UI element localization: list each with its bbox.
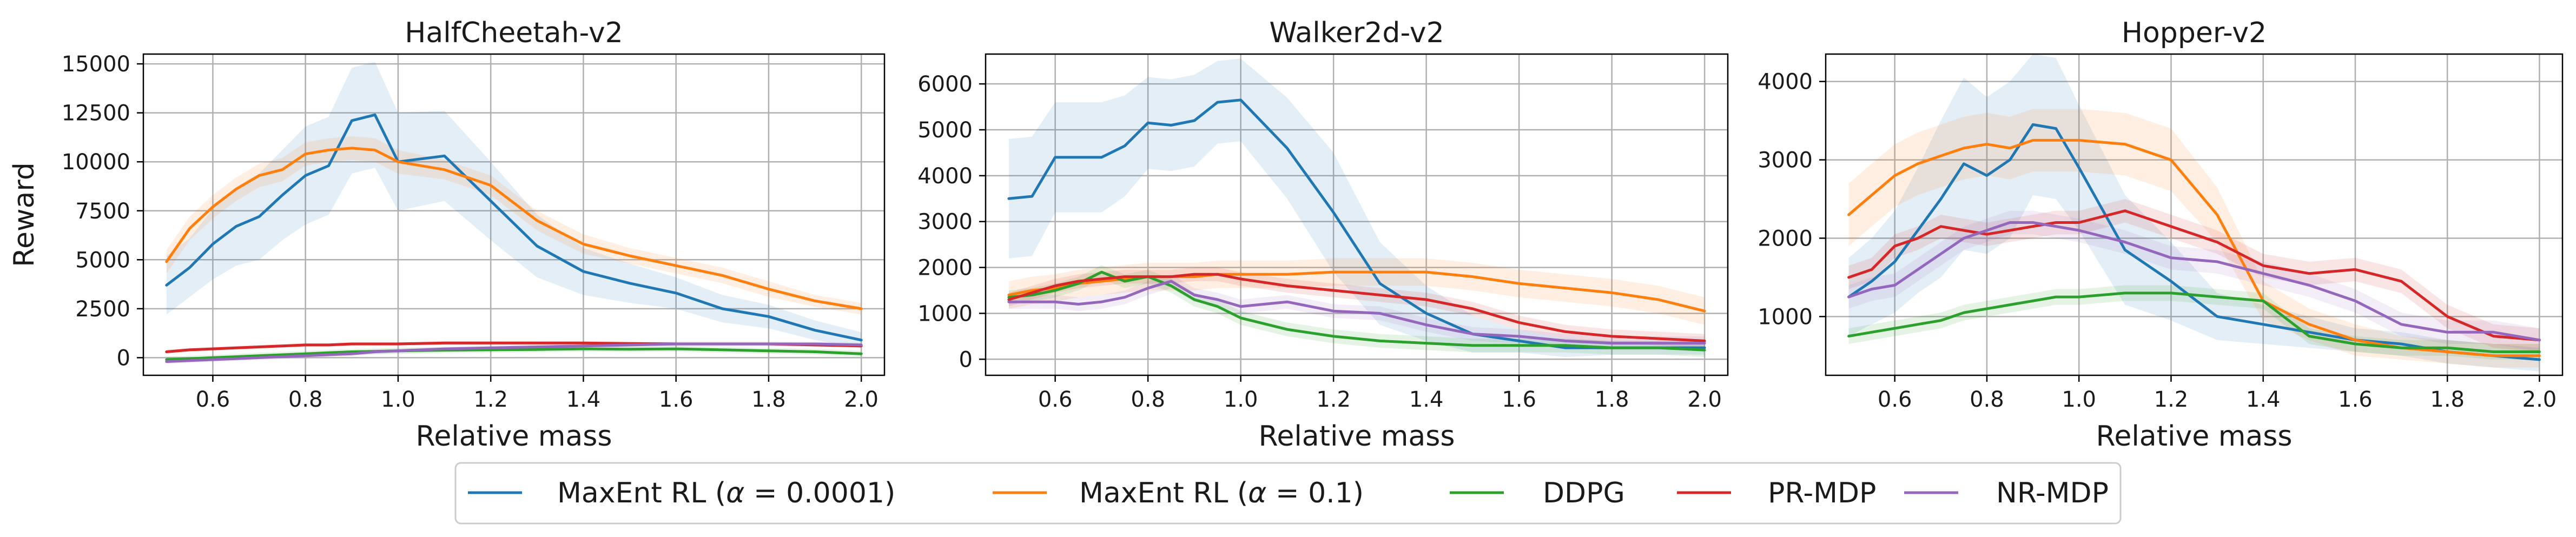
plot-data: [1007, 58, 1706, 357]
x-tick-label: 1.8: [751, 387, 786, 412]
plot-area: [143, 54, 884, 375]
y-tick-label: 5000: [75, 248, 130, 273]
legend-entry-maxent-0.1: MaxEnt RL (α = 0.1): [993, 477, 1364, 509]
line-maxent-0.1: [1007, 270, 1706, 313]
legend-label-maxent-0.1: MaxEnt RL (α = 0.1): [1079, 477, 1364, 509]
legend: MaxEnt RL (α = 0.0001) MaxEnt RL (α = 0.…: [454, 462, 2122, 525]
line-maxent-0.0001: [1847, 123, 2541, 361]
x-tick-label: 1.6: [659, 387, 693, 412]
line-nr-mdp: [1847, 221, 2541, 342]
x-tick-label: 0.8: [1131, 387, 1165, 412]
band-maxent-0.0001: [1848, 54, 2540, 372]
x-tick-label: 2.0: [844, 387, 879, 412]
x-tick-label: 1.8: [2430, 387, 2465, 412]
band-maxent-0.0001: [166, 62, 862, 348]
y-tick-label: 2000: [917, 256, 973, 281]
plot-data: [165, 62, 863, 364]
y-tick-label: 1000: [1758, 304, 1813, 329]
plot-area: [986, 54, 1728, 375]
legend-entry-pr-mdp: PR-MDP: [1677, 477, 1876, 509]
band-nr-mdp: [1848, 210, 2540, 352]
x-tick-label: 1.0: [1224, 387, 1258, 412]
x-axis-label: Relative mass: [416, 420, 612, 453]
legend-label-nr-mdp: NR-MDP: [1996, 477, 2109, 509]
y-tick-label: 12500: [62, 101, 130, 126]
chart-title: Hopper-v2: [2122, 17, 2267, 49]
legend-label-pr-mdp: PR-MDP: [1768, 477, 1876, 509]
band-maxent-0.1: [166, 136, 862, 315]
x-tick-label: 1.4: [1409, 387, 1444, 412]
y-axis-label: Reward: [8, 162, 41, 267]
chart-panel-2: 0.6 0.8 1.0 1.2 1.4 1.6 1.8 2.0 0 1000 2000 3000 400…: [917, 17, 1729, 453]
y-tick-label: 2500: [75, 297, 130, 322]
plot-data: [1847, 54, 2541, 372]
chart-panel-3: 0.6 0.8 1.0 1.2 1.4 1.6 1.8 2.0 1000 2000 3000 4000…: [1758, 17, 2564, 453]
x-tick-label: 1.6: [1502, 387, 1536, 412]
plot-area: [1826, 54, 2562, 375]
band-maxent-0.1: [1848, 109, 2540, 368]
x-tick-label: 0.6: [1878, 387, 1912, 412]
x-tick-label: 1.8: [1595, 387, 1629, 412]
legend-label-maxent-0.0001: MaxEnt RL (α = 0.0001): [557, 477, 895, 509]
axes-frame: [985, 53, 1729, 376]
y-tick-label: 10000: [62, 150, 130, 175]
chart-title: Walker2d-v2: [1269, 17, 1444, 49]
y-tick-label: 3000: [917, 210, 973, 235]
legend-entry-nr-mdp: NR-MDP: [1904, 477, 2109, 509]
line-maxent-0.1: [165, 147, 863, 310]
x-tick-label: 0.6: [196, 387, 230, 412]
x-axis-label: Relative mass: [2096, 420, 2293, 453]
y-tick-label: 2000: [1758, 226, 1813, 251]
x-tick-label: 1.4: [566, 387, 601, 412]
y-tick-label: 1000: [917, 301, 973, 326]
line-pr-mdp: [1007, 273, 1706, 342]
x-tick-label: 2.0: [2522, 387, 2557, 412]
band-pr-mdp: [1848, 199, 2540, 352]
y-tick-label: 6000: [917, 72, 973, 97]
band-pr-mdp: [1008, 267, 1705, 348]
line-ddpg: [1847, 291, 2541, 353]
x-tick-label: 0.8: [288, 387, 323, 412]
chart-title: HalfCheetah-v2: [405, 17, 623, 49]
y-tick-label: 4000: [1758, 70, 1813, 95]
y-tick-label: 4000: [917, 164, 973, 189]
y-tick-label: 3000: [1758, 148, 1813, 173]
x-tick-label: 2.0: [1687, 387, 1722, 412]
y-tick-label: 7500: [75, 199, 130, 224]
line-pr-mdp: [1847, 209, 2541, 342]
y-tick-label: 15000: [62, 52, 130, 77]
x-tick-label: 1.2: [1316, 387, 1351, 412]
y-tick-label: 0: [117, 346, 130, 370]
x-tick-label: 1.2: [473, 387, 508, 412]
legend-entry-ddpg: DDPG: [1450, 477, 1625, 509]
y-tick-label: 0: [959, 347, 973, 372]
x-tick-label: 1.2: [2154, 387, 2189, 412]
legend-label-ddpg: DDPG: [1543, 477, 1625, 509]
chart-panel-1: 0.6 0.8 1.0 1.2 1.4 1.6 1.8 2.0 0 2500 5000 7500 100…: [8, 17, 886, 453]
x-tick-label: 1.4: [2246, 387, 2281, 412]
x-tick-label: 0.6: [1038, 387, 1073, 412]
axes-frame: [1825, 53, 2564, 376]
legend-entry-maxent-0.0001: MaxEnt RL (α = 0.0001): [468, 477, 895, 509]
x-tick-label: 0.8: [1970, 387, 2004, 412]
y-tick-label: 5000: [917, 118, 973, 143]
chart-panels: 0.6 0.8 1.0 1.2 1.4 1.6 1.8 2.0 0 2500 5000 7500 100…: [8, 17, 2564, 453]
axes-frame: [142, 53, 886, 376]
x-tick-label: 1.0: [2062, 387, 2096, 412]
x-axis-label: Relative mass: [1259, 420, 1455, 453]
line-nr-mdp: [165, 342, 863, 363]
x-tick-label: 1.0: [381, 387, 415, 412]
line-nr-mdp: [1007, 280, 1706, 345]
band-maxent-0.0001: [1008, 58, 1705, 357]
legend-frame: [454, 462, 2122, 525]
x-tick-label: 1.6: [2338, 387, 2373, 412]
